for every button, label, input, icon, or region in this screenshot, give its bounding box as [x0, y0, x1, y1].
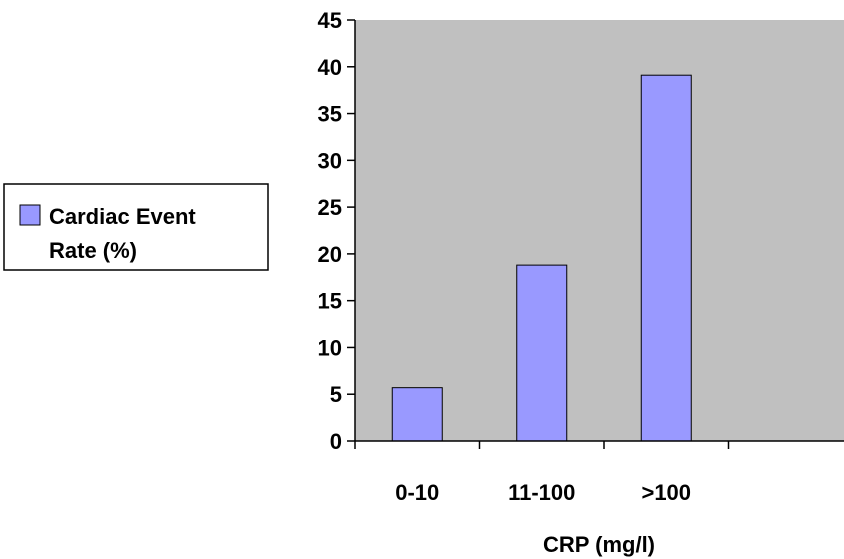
- y-tick-label-5: 25: [318, 195, 342, 220]
- y-tick-label-1: 5: [330, 382, 342, 407]
- y-tick-label-0: 0: [330, 429, 342, 454]
- y-tick-label-7: 35: [318, 102, 342, 127]
- bar-1: [516, 264, 568, 442]
- y-tick-label-4: 20: [318, 242, 342, 267]
- y-tick-label-6: 30: [318, 148, 342, 173]
- legend-swatch: [19, 204, 41, 226]
- y-tick-label-8: 40: [318, 55, 342, 80]
- legend-box: [3, 183, 269, 271]
- x-axis-title: CRP (mg/l): [543, 532, 655, 557]
- y-tick-label-9: 45: [318, 8, 342, 33]
- y-axis: 0 5 10 15 20 25 30 35 40 45: [318, 8, 356, 454]
- x-tick-label-2: >100: [641, 480, 691, 505]
- legend-label-line1: Cardiac Event: [49, 204, 196, 229]
- y-tick-label-2: 10: [318, 335, 342, 360]
- plot-area: [355, 20, 844, 441]
- legend: Cardiac Event Rate (%): [3, 183, 269, 271]
- y-tick-label-3: 15: [318, 289, 342, 314]
- x-tick-label-0: 0-10: [395, 480, 439, 505]
- x-tick-label-1: 11-100: [508, 480, 575, 505]
- bar-0: [391, 387, 443, 442]
- legend-label-line2: Rate (%): [49, 238, 137, 263]
- bars-group: [391, 74, 692, 442]
- x-axis: 0-10 11-100 >100: [354, 440, 844, 505]
- bar-2: [640, 74, 692, 442]
